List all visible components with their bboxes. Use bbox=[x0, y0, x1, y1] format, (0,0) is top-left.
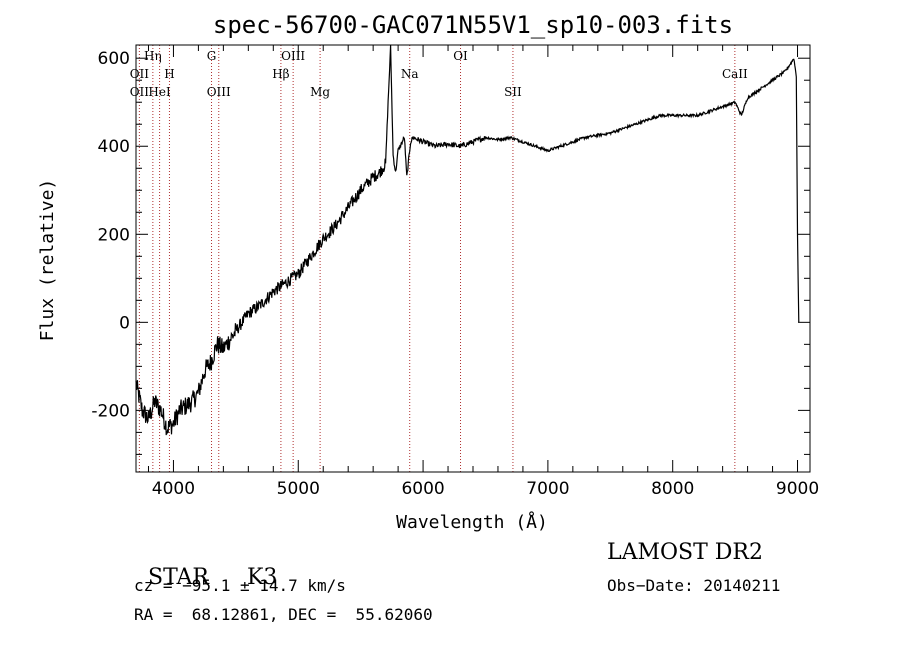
x-tick-label: 9000 bbox=[776, 479, 819, 499]
survey-label: LAMOST DR2 bbox=[607, 540, 763, 565]
y-tick-label: 600 bbox=[98, 49, 130, 69]
obs-date-label: Obs−Date: 20140211 bbox=[607, 576, 781, 595]
line-label: Na bbox=[401, 67, 419, 81]
x-tick-label: 4000 bbox=[152, 479, 195, 499]
subclass-label: K3 bbox=[247, 565, 278, 590]
line-label: Mg bbox=[310, 85, 330, 99]
line-label: H bbox=[164, 67, 174, 81]
x-tick-label: 5000 bbox=[277, 479, 320, 499]
y-tick-label: 200 bbox=[98, 225, 130, 245]
line-label: Hη bbox=[144, 49, 162, 63]
class-label: STAR bbox=[148, 565, 209, 590]
redshift-label: cz = −95.1 ± 14.7 km/s bbox=[134, 576, 346, 595]
plot-frame bbox=[135, 44, 811, 473]
line-label: SII bbox=[504, 85, 522, 99]
line-label: OII bbox=[130, 67, 150, 81]
line-label: OIII bbox=[281, 49, 305, 63]
line-label: CaII bbox=[722, 67, 748, 81]
line-label: Hβ bbox=[272, 67, 289, 81]
chart-title: spec-56700-GAC071N55V1_sp10-003.fits bbox=[213, 11, 733, 39]
line-label: G bbox=[207, 49, 217, 63]
coordinates-label: RA = 68.12861, DEC = 55.62060 bbox=[134, 605, 433, 624]
y-axis-label: Flux (relative) bbox=[37, 179, 58, 342]
x-tick-label: 8000 bbox=[651, 479, 694, 499]
object-class: STAR K3 bbox=[134, 540, 277, 590]
line-label: HeI bbox=[148, 85, 171, 99]
x-tick-label: 6000 bbox=[401, 479, 444, 499]
y-tick-label: 400 bbox=[98, 137, 130, 157]
x-axis-label: Wavelength (Å) bbox=[396, 511, 548, 533]
spectrum-line bbox=[135, 44, 800, 436]
line-label: OII bbox=[130, 85, 150, 99]
x-tick-label: 7000 bbox=[526, 479, 569, 499]
y-tick-label: 0 bbox=[119, 313, 130, 333]
line-label: OIII bbox=[207, 85, 231, 99]
plot-axes: 4000 5000 6000 7000 8000 9000 -200 0 200 400 600 bbox=[91, 44, 819, 499]
y-tick-label: -200 bbox=[91, 401, 130, 421]
line-label: OI bbox=[453, 49, 468, 63]
